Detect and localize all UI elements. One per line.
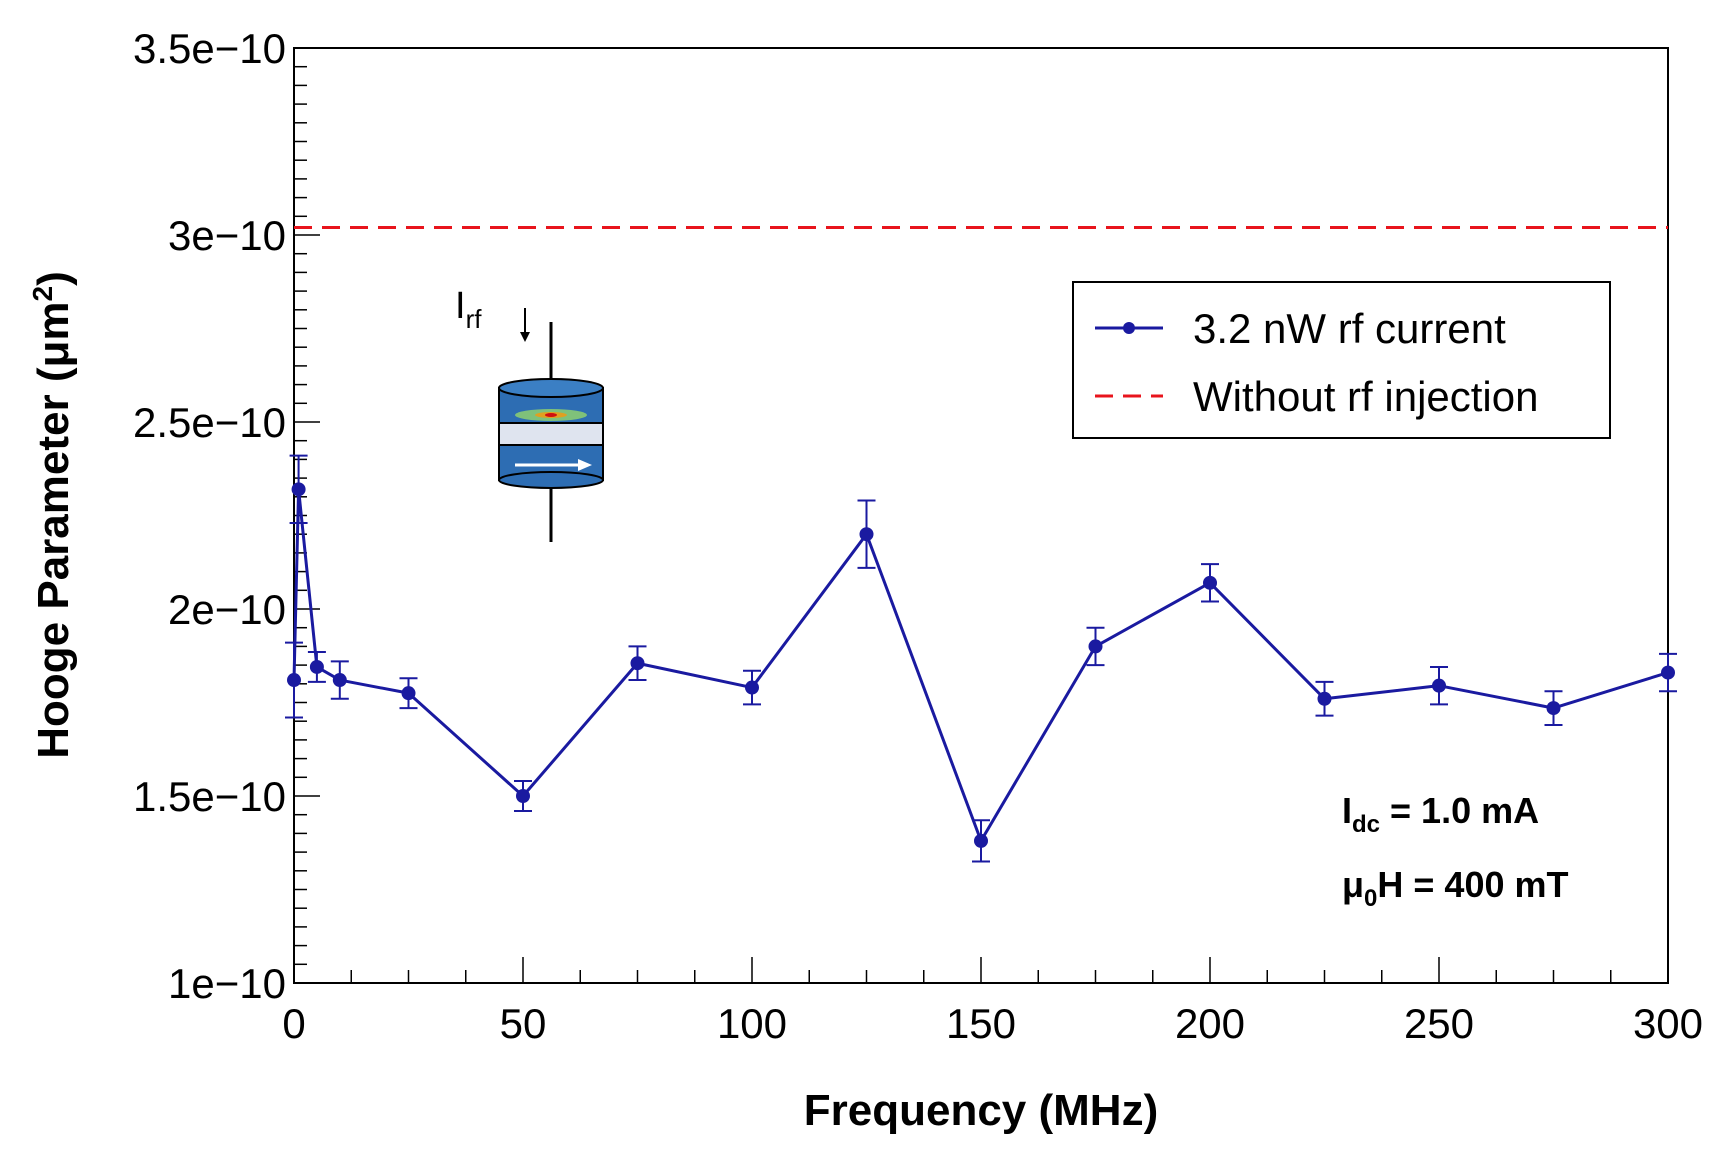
y-axis-ticks: 1e−10 1.5e−10 2e−10 2.5e−10 3e−10 3.5e−10 xyxy=(133,25,320,1007)
y-tick-label: 2e−10 xyxy=(168,586,286,633)
x-axis-title: Frequency (MHz) xyxy=(804,1086,1158,1135)
data-point xyxy=(1317,691,1332,706)
vortex-core-dot-icon xyxy=(545,413,557,417)
legend-label-without-rf: Without rf injection xyxy=(1193,373,1538,420)
y-tick-label: 2.5e−10 xyxy=(133,399,286,446)
data-point xyxy=(1432,678,1446,693)
y-tick-label: 1e−10 xyxy=(168,960,286,1007)
data-point xyxy=(859,527,874,542)
data-point xyxy=(1661,665,1675,680)
data-point xyxy=(1203,575,1217,590)
legend-label-rf-current: 3.2 nW rf current xyxy=(1193,305,1506,352)
data-point xyxy=(1088,639,1103,654)
barrier-layer xyxy=(498,422,604,446)
x-tick-label: 250 xyxy=(1404,1000,1474,1047)
legend-box xyxy=(1072,281,1611,439)
device-schematic: Irf xyxy=(455,285,604,542)
free-layer-top xyxy=(498,378,604,398)
y-tick-label: 3.5e−10 xyxy=(133,25,286,72)
annotation-field: μ0H = 400 mT xyxy=(1342,864,1568,912)
x-tick-label: 150 xyxy=(946,1000,1016,1047)
data-point xyxy=(745,680,759,695)
legend: 3.2 nW rf current Without rf injection xyxy=(1072,281,1611,439)
data-point xyxy=(630,656,645,671)
series-line-rf-current xyxy=(292,487,1669,843)
fixed-layer-base xyxy=(498,471,604,489)
data-point xyxy=(309,659,324,674)
irf-arrowhead-icon xyxy=(520,332,530,342)
x-tick-label: 100 xyxy=(717,1000,787,1047)
data-point xyxy=(974,833,988,848)
data-point xyxy=(401,686,416,701)
y-tick-label: 3e−10 xyxy=(168,212,286,259)
x-tick-label: 0 xyxy=(282,1000,305,1047)
data-point xyxy=(516,789,530,803)
x-axis-ticks: 0 50 100 150 200 250 300 xyxy=(282,957,1703,1047)
x-tick-label: 200 xyxy=(1175,1000,1245,1047)
x-tick-label: 50 xyxy=(500,1000,547,1047)
series-layer xyxy=(285,454,1677,863)
irf-label: Irf xyxy=(455,285,482,334)
data-point xyxy=(287,673,301,688)
data-point xyxy=(291,482,306,497)
y-tick-label: 1.5e−10 xyxy=(133,773,286,820)
legend-marker-rf-current xyxy=(1123,322,1135,334)
data-point xyxy=(1546,701,1561,716)
magnetization-arrowhead-icon xyxy=(578,459,592,471)
annotation-idc: Idc = 1.0 mA xyxy=(1342,790,1539,838)
x-tick-label: 300 xyxy=(1633,1000,1703,1047)
y-axis-title: Hooge Parameter (μm2) xyxy=(27,271,78,759)
data-point xyxy=(332,673,347,688)
